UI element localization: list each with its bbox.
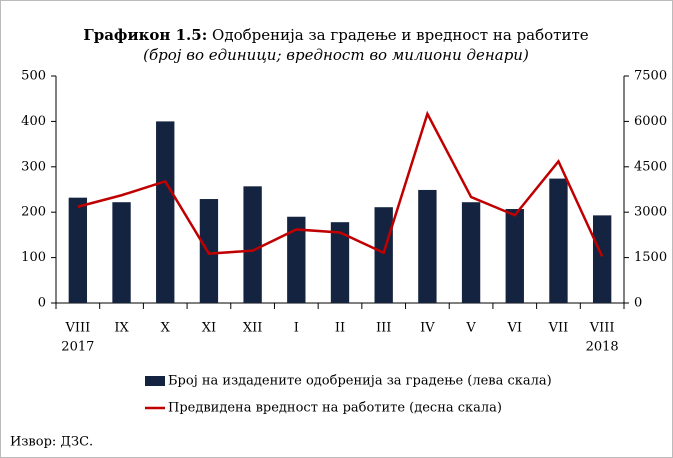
y-tick-label: 400 — [21, 114, 46, 129]
y2-tick-label: 4500 — [634, 159, 667, 174]
y2-tick-label: 6000 — [634, 114, 667, 129]
bar — [418, 189, 437, 303]
y-tick-label: 300 — [21, 159, 46, 174]
x-tick-label: VIII — [589, 321, 615, 336]
x-tick-year: 2018 — [586, 340, 619, 355]
line — [77, 110, 604, 257]
bar — [199, 199, 219, 303]
x-tick-label: VI — [507, 321, 523, 336]
x-tick-label: I — [294, 321, 299, 336]
bar — [374, 207, 393, 303]
bar — [156, 121, 175, 304]
y2-tick-label: 3000 — [634, 205, 667, 220]
x-tick-label: XII — [243, 321, 263, 336]
x-tick-label: IX — [114, 321, 129, 336]
x-tick-label: VII — [548, 321, 569, 336]
bar — [505, 209, 524, 303]
bar — [461, 202, 481, 303]
source: Извор: ДЗС. — [10, 435, 93, 450]
bar — [549, 178, 568, 303]
bar — [68, 197, 88, 303]
bar — [592, 215, 612, 303]
x-tick-label: III — [376, 321, 391, 336]
chart-title: Графикон 1.5: Одобренија за градење и вр… — [83, 26, 588, 44]
x-tick-label: X — [161, 321, 171, 336]
x-tick-label: XI — [202, 321, 216, 336]
y-tick-label: 100 — [21, 250, 46, 265]
title-label: Графикон 1.5: — [83, 26, 207, 44]
legend-swatch — [145, 376, 165, 386]
bar — [112, 202, 131, 303]
x-tick-label: V — [465, 321, 476, 336]
legend-label: Број на издадените одобренија за градење… — [168, 374, 552, 389]
x-tick-label: IV — [420, 321, 435, 336]
title-text: Одобренија за градење и вредност на рабо… — [212, 26, 589, 44]
bar — [330, 222, 350, 303]
y2-tick-label: 1500 — [634, 250, 667, 265]
bar — [243, 186, 262, 303]
y2-tick-label: 7500 — [634, 69, 667, 84]
y-tick-label: 500 — [21, 69, 46, 84]
bar — [287, 216, 306, 303]
chart-subtitle: (број во единици; вредност во милиони де… — [143, 46, 529, 64]
x-tick-year: 2017 — [61, 340, 94, 355]
legend-label: Предвидена вредност на работите (десна с… — [168, 401, 502, 416]
y2-tick-label: 0 — [634, 296, 642, 311]
x-tick-label: VIII — [64, 321, 90, 336]
x-tick-label: II — [335, 321, 345, 336]
y-tick-label: 0 — [38, 296, 46, 311]
y-tick-label: 200 — [21, 205, 46, 220]
